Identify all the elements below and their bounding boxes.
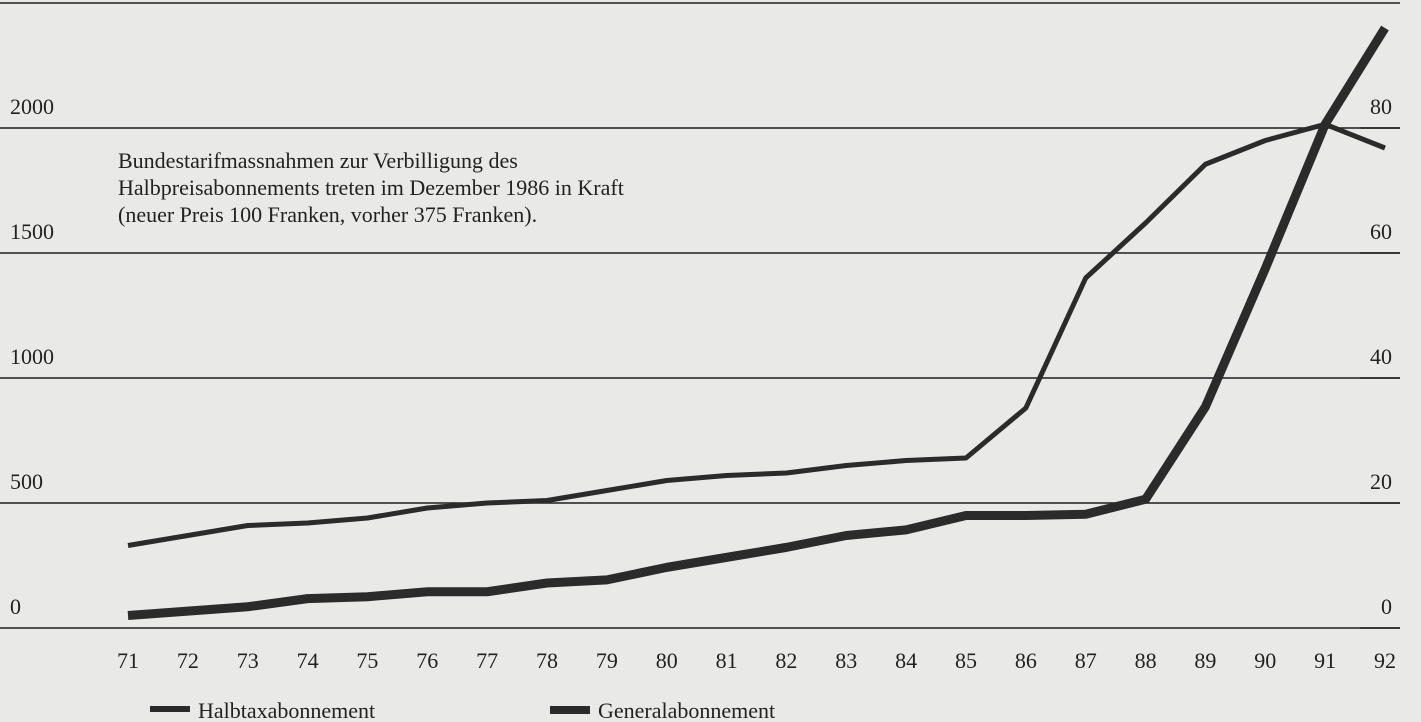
y-tick-label: 0 (10, 594, 21, 619)
x-tick-label: 91 (1314, 648, 1336, 673)
x-tick-label: 86 (1015, 648, 1037, 673)
x-tick-label: 88 (1135, 648, 1157, 673)
x-tick-label: 75 (356, 648, 378, 673)
x-tick-label: 78 (536, 648, 558, 673)
y2-tick-label: 60 (1370, 219, 1392, 244)
x-tick-label: 87 (1075, 648, 1097, 673)
x-tick-label: 90 (1254, 648, 1276, 673)
x-tick-label: 77 (476, 648, 498, 673)
x-tick-label: 76 (416, 648, 438, 673)
y-tick-label: 1500 (10, 219, 54, 244)
y2-tick-label: 20 (1370, 469, 1392, 494)
annotation: Bundestarifmassnahmen zur Verbilligung d… (118, 148, 518, 173)
x-tick-label: 72 (177, 648, 199, 673)
series-line (127, 25, 1389, 620)
x-tick-label: 80 (656, 648, 678, 673)
y-tick-label: 1000 (10, 344, 54, 369)
y2-tick-label: 0 (1381, 594, 1392, 619)
x-tick-label: 81 (716, 648, 738, 673)
series-line (127, 121, 1386, 548)
x-tick-label: 71 (117, 648, 139, 673)
x-tick-label: 73 (237, 648, 259, 673)
y-tick-label: 500 (10, 469, 43, 494)
annotation: (neuer Preis 100 Franken, vorher 375 Fra… (118, 202, 537, 227)
x-tick-label: 74 (297, 648, 319, 673)
x-tick-label: 84 (895, 648, 917, 673)
legend-swatch (550, 706, 590, 714)
x-tick-label: 92 (1374, 648, 1396, 673)
y2-tick-label: 80 (1370, 94, 1392, 119)
y-tick-label: 2000 (10, 94, 54, 119)
x-tick-label: 82 (775, 648, 797, 673)
legend-label: Halbtaxabonnement (198, 698, 375, 722)
x-tick-label: 83 (835, 648, 857, 673)
legend-swatch (150, 706, 190, 712)
x-tick-label: 85 (955, 648, 977, 673)
annotation: Halbpreisabonnements treten im Dezember … (118, 175, 624, 200)
legend-label: Generalabonnement (598, 698, 775, 722)
x-tick-label: 79 (596, 648, 618, 673)
y2-tick-label: 40 (1370, 344, 1392, 369)
x-tick-label: 89 (1194, 648, 1216, 673)
